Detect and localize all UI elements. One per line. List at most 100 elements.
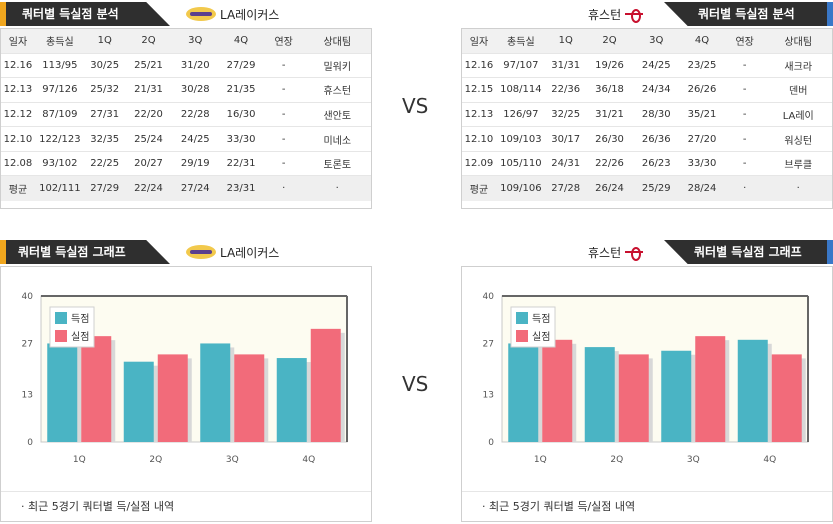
table-cell: 21/31 [124,77,173,103]
column-header: 연장 [263,29,304,53]
column-header: 상대팀 [303,29,371,53]
table-cell: 97/126 [34,77,85,103]
table-row: 12.16 113/95 30/25 25/21 31/20 27/29- 밀워키 [1,52,371,78]
lakers-graph-tab: 쿼터별 득실점 그래프 [0,240,170,264]
table-cell: 32/35 [84,126,125,152]
x-tick-label: 4Q [302,455,315,465]
table-row: 12.16 97/107 31/31 19/26 24/25 23/25- 새크라 [462,52,832,78]
table-cell: 21/35 [218,77,264,103]
table-cell: 24/34 [633,77,680,103]
table-cell: 22/31 [218,150,264,176]
legend-label: 득점 [71,313,89,325]
y-tick-label: 27 [22,339,33,349]
vs-label-top: VS [402,94,429,118]
table-cell: 26/30 [585,126,634,152]
table-cell: · [303,175,371,201]
vs-label-bottom: VS [402,372,429,396]
y-tick-label: 13 [483,391,494,401]
bar-concede [234,354,265,442]
table-cell: · [764,175,832,201]
bar-concede [542,339,573,442]
tab-label: 쿼터별 득실점 분석 [698,7,795,21]
column-header: 3Q [172,29,219,53]
table-cell: - [263,52,304,78]
table-cell: 24/25 [633,52,680,78]
table-row: 12.12 87/109 27/31 22/20 22/28 16/30- 샌안토 [1,101,371,127]
rockets-team-label: 휴스턴 [588,242,644,262]
table-cell: 97/107 [495,52,546,78]
y-tick-label: 27 [483,339,494,349]
table-cell: 30/17 [545,126,586,152]
table-cell: 12.08 [1,150,35,176]
table-cell: - [263,101,304,127]
table-cell: 평균 [1,175,35,201]
table-cell: · [263,175,304,201]
y-tick-label: 40 [22,292,34,302]
bar-score [661,350,692,442]
rockets-quarter-table: 일자 총득실 1Q 2Q 3Q 4Q 연장 상대팀 12.16 97/107 31/31 19/26 2… [461,28,833,209]
table-cell: - [724,52,765,78]
footnote-text: 최근 5경기 쿼터별 득/실점 내역 [28,500,175,513]
column-header: 연장 [724,29,765,53]
bullet-icon: · [482,500,486,513]
table-row: 12.09 105/110 24/31 22/26 26/23 33/30- 브루클 [462,150,832,176]
table-cell: 126/97 [495,101,546,127]
column-header: 일자 [462,29,496,53]
tab-accent-stripe [827,2,833,26]
team-name: LA레이커스 [220,7,280,22]
table-cell: 25/32 [84,77,125,103]
column-header: 상대팀 [764,29,832,53]
table-cell: 12.10 [1,126,35,152]
bullet-icon: · [21,500,25,513]
lakers-team-label: LA레이커스 [186,4,279,24]
table-row: 12.13 97/126 25/32 21/31 30/28 21/35- 휴스턴 [1,77,371,103]
bar-concede [618,354,649,442]
lakers-logo-icon [186,245,216,259]
table-cell: 26/23 [633,150,680,176]
table-cell: - [263,150,304,176]
legend-swatch [516,330,528,342]
column-header: 총득실 [495,29,546,53]
table-cell: - [263,126,304,152]
table-cell: 덴버 [764,77,832,103]
x-tick-label: 4Q [763,455,776,465]
table-cell: 22/25 [84,150,125,176]
footnote-text: 최근 5경기 쿼터별 득/실점 내역 [489,500,636,513]
table-cell: 27/29 [84,175,125,201]
team-name: LA레이커스 [220,245,280,260]
table-cell: 113/95 [34,52,85,78]
table-cell: 25/24 [124,126,173,152]
table-cell: 22/28 [172,101,219,127]
table-cell: 12.15 [462,77,496,103]
chart-footnote: · 최근 5경기 쿼터별 득/실점 내역 [462,491,832,521]
rockets-logo-icon [625,247,644,261]
table-cell: 16/30 [218,101,264,127]
tab-label: 쿼터별 득실점 그래프 [694,245,802,259]
table-cell: 12.09 [462,150,496,176]
table-cell: 22/24 [124,175,173,201]
table-cell: 20/27 [124,150,173,176]
table-cell: 102/111 [34,175,85,201]
rockets-team-label: 휴스턴 [588,4,644,24]
table-cell: 109/106 [495,175,546,201]
table-cell: 브루클 [764,150,832,176]
y-tick-label: 0 [488,438,494,448]
rockets-stats-table: 일자 총득실 1Q 2Q 3Q 4Q 연장 상대팀 12.16 97/107 31/31 19/26 2… [462,29,832,201]
x-tick-label: 1Q [534,455,547,465]
table-cell: LA레이 [764,101,832,127]
table-cell: 35/21 [679,101,725,127]
table-cell: 12.13 [1,77,35,103]
table-row: 12.15 108/114 22/36 36/18 24/34 26/26- 덴버 [462,77,832,103]
table-cell: - [724,77,765,103]
column-header: 1Q [545,29,586,53]
table-cell: 26/36 [633,126,680,152]
column-header: 3Q [633,29,680,53]
tab-accent-stripe [0,2,6,26]
average-row: 평균 102/111 27/29 22/24 27/24 23/31 · · [1,175,371,201]
table-cell: 샌안토 [303,101,371,127]
table-cell: · [724,175,765,201]
table-cell: 28/24 [679,175,725,201]
column-header: 1Q [84,29,125,53]
lakers-analysis-tab: 쿼터별 득실점 분석 [0,2,170,26]
table-row: 12.10 109/103 30/17 26/30 26/36 27/20- 워싱턴 [462,126,832,152]
